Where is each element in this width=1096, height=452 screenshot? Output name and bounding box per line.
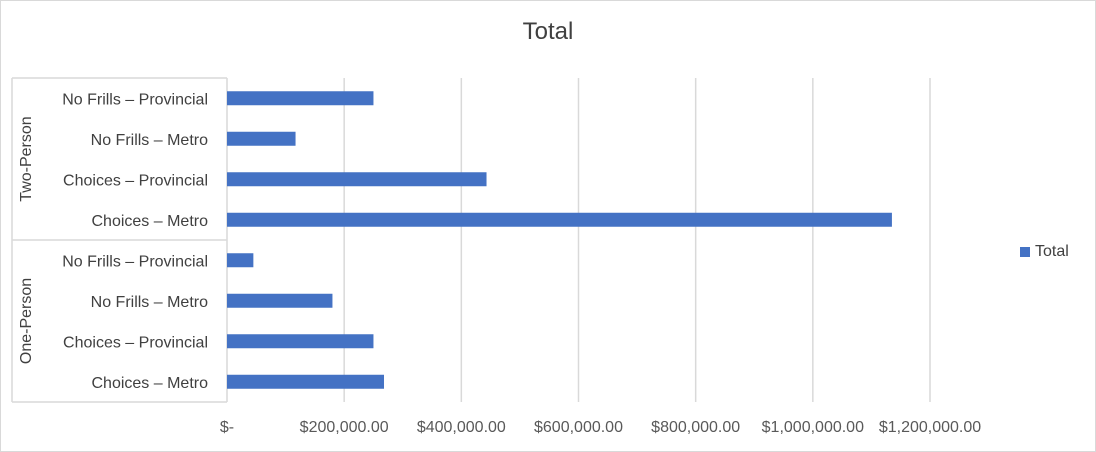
legend-label: Total [1035,243,1069,260]
bar [227,131,296,146]
bar [227,374,385,389]
category-label: No Frills – Provincial [62,91,208,108]
x-tick-label: $1,200,000.00 [879,419,981,436]
x-tick-label: $400,000.00 [417,419,506,436]
bar [227,172,487,187]
bar [227,293,333,308]
category-label: Choices – Metro [92,213,209,230]
x-tick-label: $200,000.00 [300,419,389,436]
category-label: No Frills – Metro [91,132,208,149]
category-label: Choices – Metro [92,375,209,392]
bar [227,212,892,227]
x-tick-label: $600,000.00 [534,419,623,436]
legend-swatch [1020,247,1030,257]
category-label: No Frills – Provincial [62,253,208,270]
category-label: No Frills – Metro [91,294,208,311]
x-tick-label: $- [220,419,234,436]
category-label: Choices – Provincial [63,334,208,351]
x-tick-label: $800,000.00 [651,419,740,436]
chart-legend: Total [1020,243,1069,261]
bar [227,334,374,349]
chart-title: Total [522,18,574,45]
bar [227,253,254,268]
x-tick-label: $1,000,000.00 [762,419,864,436]
bar [227,91,374,106]
category-label: Choices – Provincial [63,172,208,189]
group-label: One-Person [18,278,35,364]
group-label: Two-Person [18,116,35,201]
